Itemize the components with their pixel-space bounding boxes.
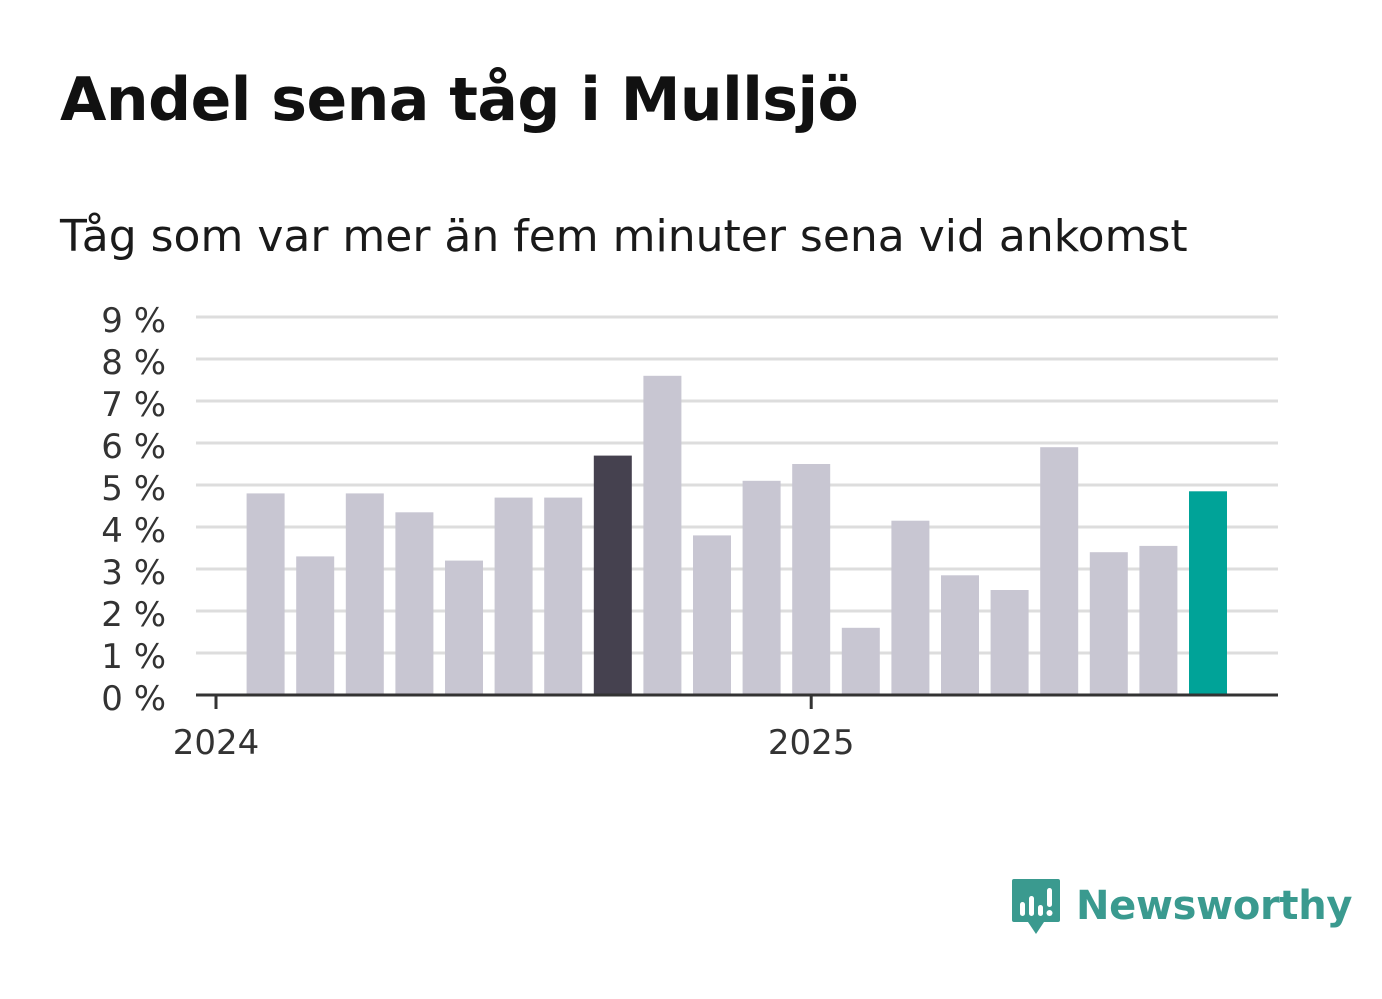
y-axis-tick-labels: 0 %1 %2 %3 %4 %5 %6 %7 %8 %9 %	[101, 301, 166, 719]
newsworthy-logo-icon	[1012, 879, 1060, 934]
y-tick-label: 9 %	[101, 301, 166, 341]
chart-title: Andel sena tåg i Mullsjö	[60, 65, 859, 135]
bar	[841, 627, 880, 695]
chart-subtitle: Tåg som var mer än fem minuter sena vid …	[60, 211, 1188, 262]
bar	[990, 590, 1029, 695]
bar	[494, 497, 533, 695]
y-tick-label: 8 %	[101, 343, 166, 383]
bar	[742, 480, 781, 695]
y-tick-label: 3 %	[101, 553, 166, 593]
y-tick-label: 1 %	[101, 637, 166, 677]
bar	[593, 455, 632, 695]
y-tick-label: 4 %	[101, 511, 166, 551]
x-axis: 2024 2025	[173, 693, 1278, 763]
bar	[1089, 552, 1128, 695]
bar	[693, 535, 731, 695]
y-tick-label: 0 %	[101, 679, 166, 719]
bar	[246, 493, 285, 695]
y-tick-label: 2 %	[101, 595, 166, 635]
bars	[246, 375, 1227, 695]
y-tick-label: 7 %	[101, 385, 166, 425]
x-tick-label: 2025	[768, 723, 855, 763]
bar	[445, 560, 483, 695]
bar	[941, 575, 979, 695]
bar	[395, 512, 434, 695]
bar	[792, 464, 831, 695]
bar-chart: 0 %1 %2 %3 %4 %5 %6 %7 %8 %9 % 2024 2025	[101, 301, 1278, 763]
bar	[891, 520, 930, 695]
bar	[643, 375, 682, 695]
x-tick-label: 2024	[173, 723, 260, 763]
brand: Newsworthy	[1010, 876, 1353, 936]
bar	[345, 493, 384, 695]
bar	[296, 556, 335, 695]
y-tick-label: 6 %	[101, 427, 166, 467]
bar	[1139, 545, 1178, 695]
y-tick-label: 5 %	[101, 469, 166, 509]
bar	[544, 497, 583, 695]
bar	[1040, 447, 1079, 695]
brand-name: Newsworthy	[1076, 883, 1353, 929]
bar	[1189, 491, 1227, 695]
